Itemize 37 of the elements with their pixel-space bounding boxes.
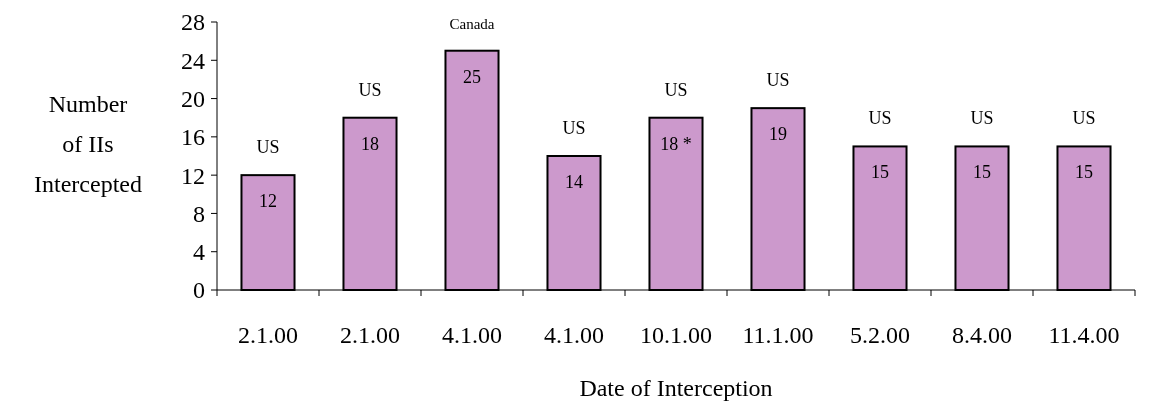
- x-tick-label: 10.1.00: [640, 322, 712, 348]
- x-tick-label: 4.1.00: [544, 322, 604, 348]
- y-tick-label: 8: [193, 200, 205, 227]
- data-label: 14: [565, 172, 583, 192]
- y-axis-title: Number of IIs Intercepted: [34, 91, 142, 197]
- data-label: 19: [769, 124, 787, 145]
- annotation: US: [562, 118, 586, 138]
- data-label: 12: [259, 191, 277, 212]
- y-tick-label: 20: [181, 85, 205, 112]
- annotation: US: [868, 108, 892, 129]
- annotation: US: [1072, 108, 1096, 129]
- x-tick-label: 11.1.00: [742, 322, 814, 348]
- x-axis-title: Date of Interception: [579, 375, 773, 401]
- annotation: US: [358, 79, 382, 100]
- data-label: 15: [1075, 162, 1093, 183]
- annotation: US: [970, 108, 994, 129]
- x-tick-label: 11.4.00: [1048, 322, 1120, 348]
- y-tick-label: 4: [193, 239, 205, 266]
- y-tick-label: 24: [181, 47, 205, 74]
- y-tick-label: 28: [181, 9, 205, 36]
- data-label: 15: [973, 162, 991, 183]
- x-tick-label: 5.2.00: [850, 322, 910, 348]
- y-tick-label: 16: [181, 124, 205, 151]
- data-label: 18: [361, 133, 379, 154]
- x-tick-label: 2.1.00: [340, 322, 400, 348]
- y-tick-label: 12: [181, 162, 205, 189]
- annotation: US: [256, 137, 280, 158]
- data-label: 25: [463, 66, 481, 87]
- annotation: US: [664, 79, 688, 100]
- annotation: Canada: [449, 15, 495, 32]
- annotation: US: [766, 70, 790, 91]
- x-tick-label: 2.1.00: [238, 322, 298, 348]
- data-label: 18 *: [660, 133, 692, 154]
- y-tick-label: 0: [193, 277, 205, 304]
- x-tick-label: 8.4.00: [952, 322, 1012, 348]
- data-label: 15: [871, 162, 889, 183]
- x-tick-label: 4.1.00: [442, 322, 502, 348]
